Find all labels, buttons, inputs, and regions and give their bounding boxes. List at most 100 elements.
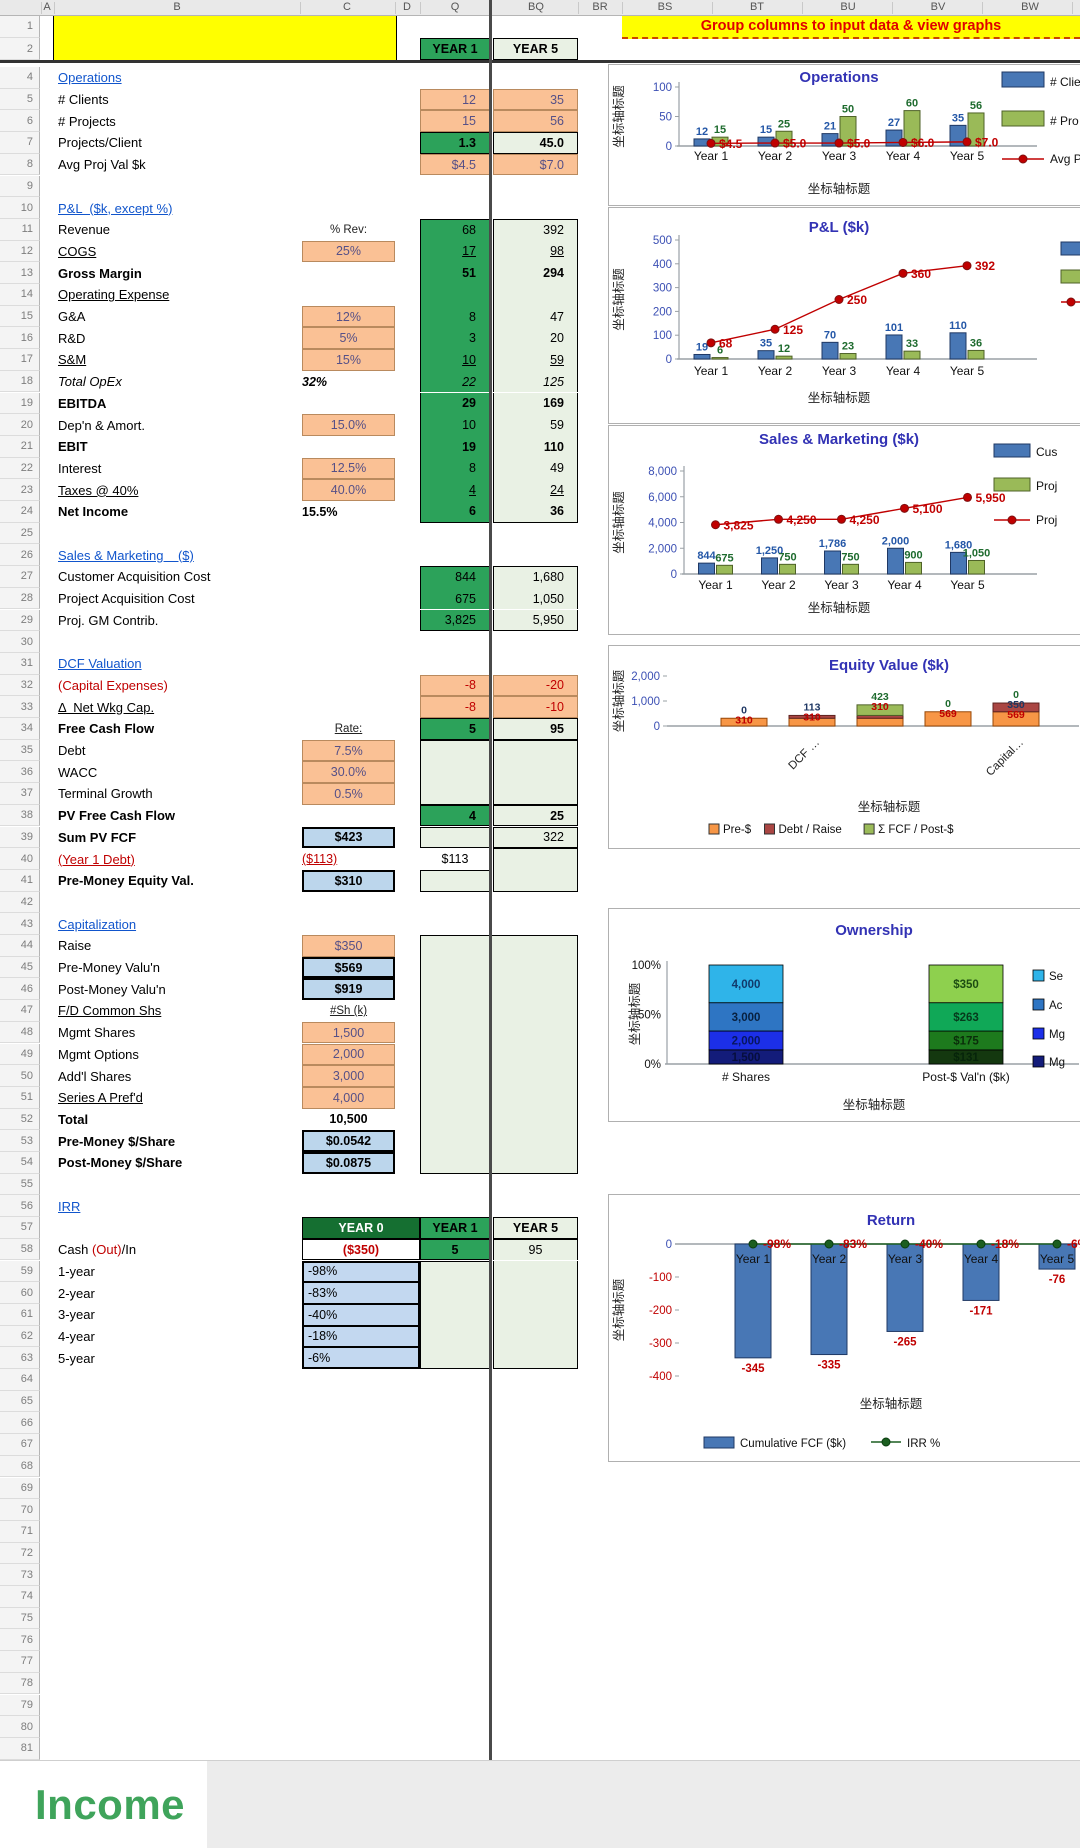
cell-B15[interactable]: G&A [58, 309, 86, 325]
cell-B47[interactable]: F/D Common Shs [58, 1003, 162, 1019]
cell-C61[interactable]: -40% [302, 1303, 420, 1326]
cell-C24[interactable]: 15.5% [302, 504, 338, 519]
cell-BQ5[interactable]: 35 [493, 88, 578, 111]
cell-B27[interactable]: Customer Acquisition Cost [58, 569, 211, 585]
cell-B29[interactable]: Proj. GM Contrib. [58, 612, 159, 628]
cell-B24[interactable]: Net Income [58, 504, 129, 520]
row-header-22[interactable]: 22 [0, 457, 40, 480]
cell-B63[interactable]: 5-year [58, 1350, 95, 1366]
cell-BQ16[interactable]: 20 [493, 327, 578, 350]
cell-C22[interactable]: 12.5% [302, 457, 395, 480]
cell-B56[interactable]: IRR [58, 1198, 81, 1214]
cell-Q24[interactable]: 6 [420, 501, 490, 523]
cell-BQ11[interactable]: 392 [493, 218, 578, 241]
cell-C35[interactable]: 7.5% [302, 739, 395, 762]
cell-C59[interactable]: -98% [302, 1260, 420, 1283]
row-header-34[interactable]: 34 [0, 718, 40, 740]
cell-BQ18[interactable]: 125 [493, 370, 578, 393]
row-header-20[interactable]: 20 [0, 414, 40, 436]
row-header-31[interactable]: 31 [0, 652, 40, 675]
cell-C57[interactable]: YEAR 0 [302, 1217, 420, 1239]
row-header-27[interactable]: 27 [0, 566, 40, 588]
cell-BQ8[interactable]: $7.0 [493, 153, 578, 176]
column-header-strip[interactable]: A B C D Q BQ BR BS BT BU BV BW [0, 0, 1080, 16]
chart-return[interactable]: 0 -100 -200 -300 -400 -345 Year 1 -335 Year 2 -26… [608, 1194, 1080, 1462]
row-header-26[interactable]: 26 [0, 544, 40, 567]
row-header-49[interactable]: 49 [0, 1043, 40, 1066]
cell-BQ15[interactable]: 47 [493, 305, 578, 328]
cell-Q32[interactable]: -8 [420, 674, 490, 697]
row-header-75[interactable]: 75 [0, 1607, 40, 1630]
row-header-59[interactable]: 59 [0, 1260, 40, 1283]
row-header-17[interactable]: 17 [0, 349, 40, 371]
cell-Q33[interactable]: -8 [420, 696, 490, 718]
row-header-58[interactable]: 58 [0, 1238, 40, 1261]
banner-group-columns[interactable]: Group columns to input data & view graph… [622, 15, 1080, 39]
row-header-72[interactable]: 72 [0, 1542, 40, 1565]
column-header-B[interactable]: B [173, 1, 181, 13]
cell-B40[interactable]: (Year 1 Debt) [58, 851, 135, 867]
row-header-78[interactable]: 78 [0, 1672, 40, 1695]
cell-B18[interactable]: Total OpEx [58, 374, 122, 390]
cell-BQ24[interactable]: 36 [493, 501, 578, 523]
cell-C23[interactable]: 40.0% [302, 479, 395, 501]
cell-Q23[interactable]: 4 [420, 479, 490, 501]
cell-BQ17[interactable]: 59 [493, 349, 578, 371]
cell-C17[interactable]: 15% [302, 349, 395, 371]
cell-Q39[interactable] [420, 826, 490, 849]
row-header-53[interactable]: 53 [0, 1130, 40, 1152]
cell-Q19[interactable]: 29 [420, 392, 490, 415]
row-header-33[interactable]: 33 [0, 696, 40, 718]
row-header-55[interactable]: 55 [0, 1173, 40, 1196]
cell-B41[interactable]: Pre-Money Equity Val. [58, 873, 194, 889]
row-header-71[interactable]: 71 [0, 1520, 40, 1543]
cell-Q34[interactable]: 5 [420, 718, 490, 740]
row-header-61[interactable]: 61 [0, 1303, 40, 1326]
cell-C49[interactable]: 2,000 [302, 1043, 395, 1066]
column-header-BT[interactable]: BT [749, 1, 765, 13]
cell-B10[interactable]: P&L ($k, except %) [58, 200, 173, 216]
row-header-43[interactable]: 43 [0, 913, 40, 935]
cell-Q2-year1-header[interactable]: YEAR 1 [420, 38, 490, 60]
cell-B13[interactable]: Gross Margin [58, 265, 142, 281]
cell-Q6[interactable]: 15 [420, 110, 490, 133]
cell-BQ57[interactable]: YEAR 5 [493, 1217, 578, 1239]
cell-B59[interactable]: 1-year [58, 1263, 95, 1279]
row-header-56[interactable]: 56 [0, 1195, 40, 1218]
cell-BQ63[interactable] [493, 1347, 578, 1369]
cell-Q41[interactable] [420, 869, 490, 892]
row-header-81[interactable]: 81 [0, 1737, 40, 1760]
row-header-66[interactable]: 66 [0, 1412, 40, 1435]
row-header-24[interactable]: 24 [0, 501, 40, 523]
row-header-67[interactable]: 67 [0, 1434, 40, 1456]
cell-Q12[interactable]: 17 [420, 240, 490, 263]
row-header-54[interactable]: 54 [0, 1152, 40, 1174]
cell-B33[interactable]: Δ Net Wkg Cap. [58, 699, 155, 715]
cell-B21[interactable]: EBIT [58, 439, 88, 455]
cell-Q22[interactable]: 8 [420, 457, 490, 480]
column-header-D[interactable]: D [403, 1, 411, 13]
cell-Q60[interactable] [420, 1282, 490, 1304]
cell-B60[interactable]: 2-year [58, 1285, 95, 1301]
cell-B45[interactable]: Pre-Money Valu'n [58, 960, 160, 976]
cell-B8[interactable]: Avg Proj Val $k [58, 157, 146, 173]
cell-C12[interactable]: 25% [302, 240, 395, 263]
cell-C44[interactable]: $350 [302, 935, 395, 957]
row-header-12[interactable]: 12 [0, 240, 40, 263]
row-header-10[interactable]: 10 [0, 197, 40, 219]
cell-BQ20[interactable]: 59 [493, 414, 578, 436]
cell-BQ39[interactable]: 322 [493, 826, 578, 849]
column-header-BU[interactable]: BU [840, 1, 856, 13]
row-header-16[interactable]: 16 [0, 327, 40, 350]
chart-sm[interactable]: 0 2,000 4,000 6,000 8,000 Year 1 Year 2 Year 3 Y… [608, 425, 1080, 635]
row-header-8[interactable]: 8 [0, 153, 40, 176]
cell-B20[interactable]: Dep'n & Amort. [58, 417, 146, 433]
row-header-41[interactable]: 41 [0, 869, 40, 892]
row-header-37[interactable]: 37 [0, 783, 40, 805]
cell-BQ58[interactable]: 95 [493, 1238, 578, 1261]
cell-Q29[interactable]: 3,825 [420, 609, 490, 632]
cell-BQ12[interactable]: 98 [493, 240, 578, 263]
row-header-48[interactable]: 48 [0, 1021, 40, 1044]
cell-BQ61[interactable] [493, 1303, 578, 1326]
cell-BQ33[interactable]: -10 [493, 696, 578, 718]
